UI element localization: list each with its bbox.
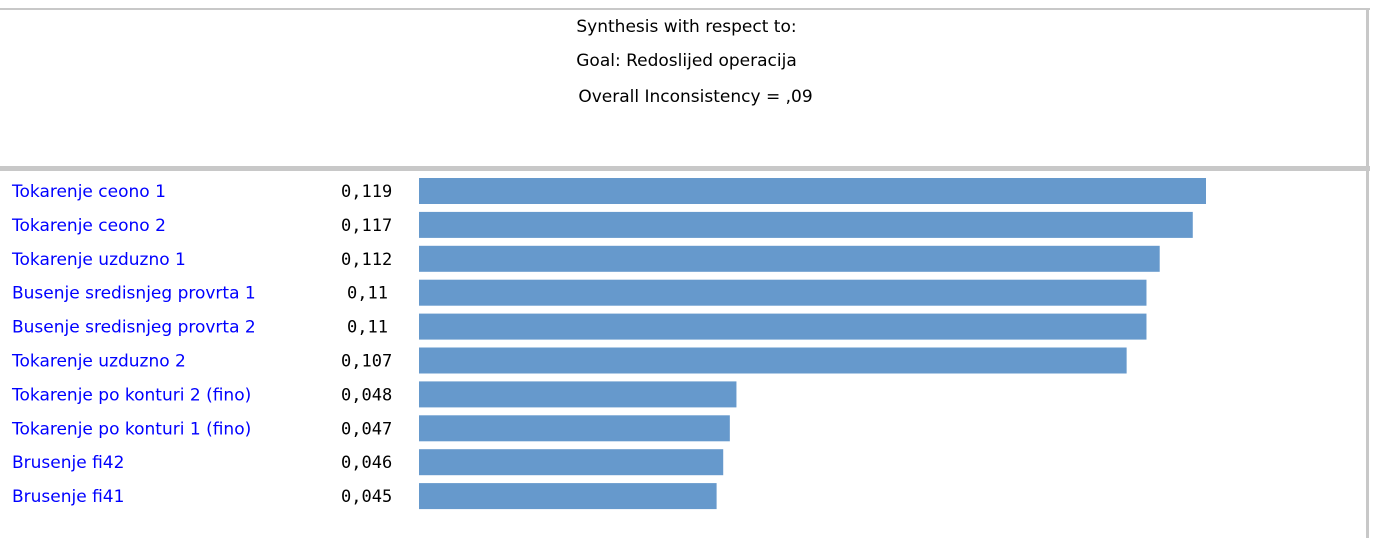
value-label: 0,119 xyxy=(341,182,392,202)
bar xyxy=(419,313,1147,340)
category-label[interactable]: Tokarenje po konturi 2 (fino) xyxy=(11,385,251,405)
bar xyxy=(419,347,1127,374)
bar xyxy=(419,415,730,442)
value-label: 0,107 xyxy=(341,352,392,372)
category-label[interactable]: Brusenje fi41 xyxy=(12,487,124,507)
value-label: 0,046 xyxy=(341,453,392,473)
category-label[interactable]: Tokarenje ceono 2 xyxy=(11,216,166,236)
bar xyxy=(419,483,717,510)
goal-label: Goal: Redoslijed operacija xyxy=(576,51,797,71)
synthesis-title: Synthesis with respect to: xyxy=(576,17,797,37)
category-label[interactable]: Tokarenje uzduzno 1 xyxy=(11,250,186,270)
value-label: 0,048 xyxy=(341,385,392,405)
category-label[interactable]: Brusenje fi42 xyxy=(12,453,124,473)
bar xyxy=(419,178,1206,204)
category-label[interactable]: Busenje sredisnjeg provrta 2 xyxy=(12,318,256,338)
bar xyxy=(419,279,1147,306)
bar xyxy=(419,449,724,476)
value-label: 0,11 xyxy=(347,318,388,338)
value-label: 0,047 xyxy=(341,419,392,439)
bar xyxy=(419,245,1160,272)
panel-top-border xyxy=(0,8,1370,10)
value-label: 0,045 xyxy=(341,487,392,507)
category-label[interactable]: Tokarenje po konturi 1 (fino) xyxy=(11,419,251,439)
header-divider xyxy=(0,166,1370,171)
category-label[interactable]: Tokarenje uzduzno 2 xyxy=(11,352,186,372)
value-label: 0,112 xyxy=(341,250,392,270)
category-label[interactable]: Busenje sredisnjeg provrta 1 xyxy=(12,284,256,304)
bar xyxy=(419,381,737,408)
panel-right-border xyxy=(1366,8,1369,538)
category-label[interactable]: Tokarenje ceono 1 xyxy=(11,182,166,202)
value-label: 0,117 xyxy=(341,216,392,236)
bar xyxy=(419,211,1193,238)
value-label: 0,11 xyxy=(347,284,388,304)
inconsistency-label: Overall Inconsistency = ,09 xyxy=(578,87,813,107)
